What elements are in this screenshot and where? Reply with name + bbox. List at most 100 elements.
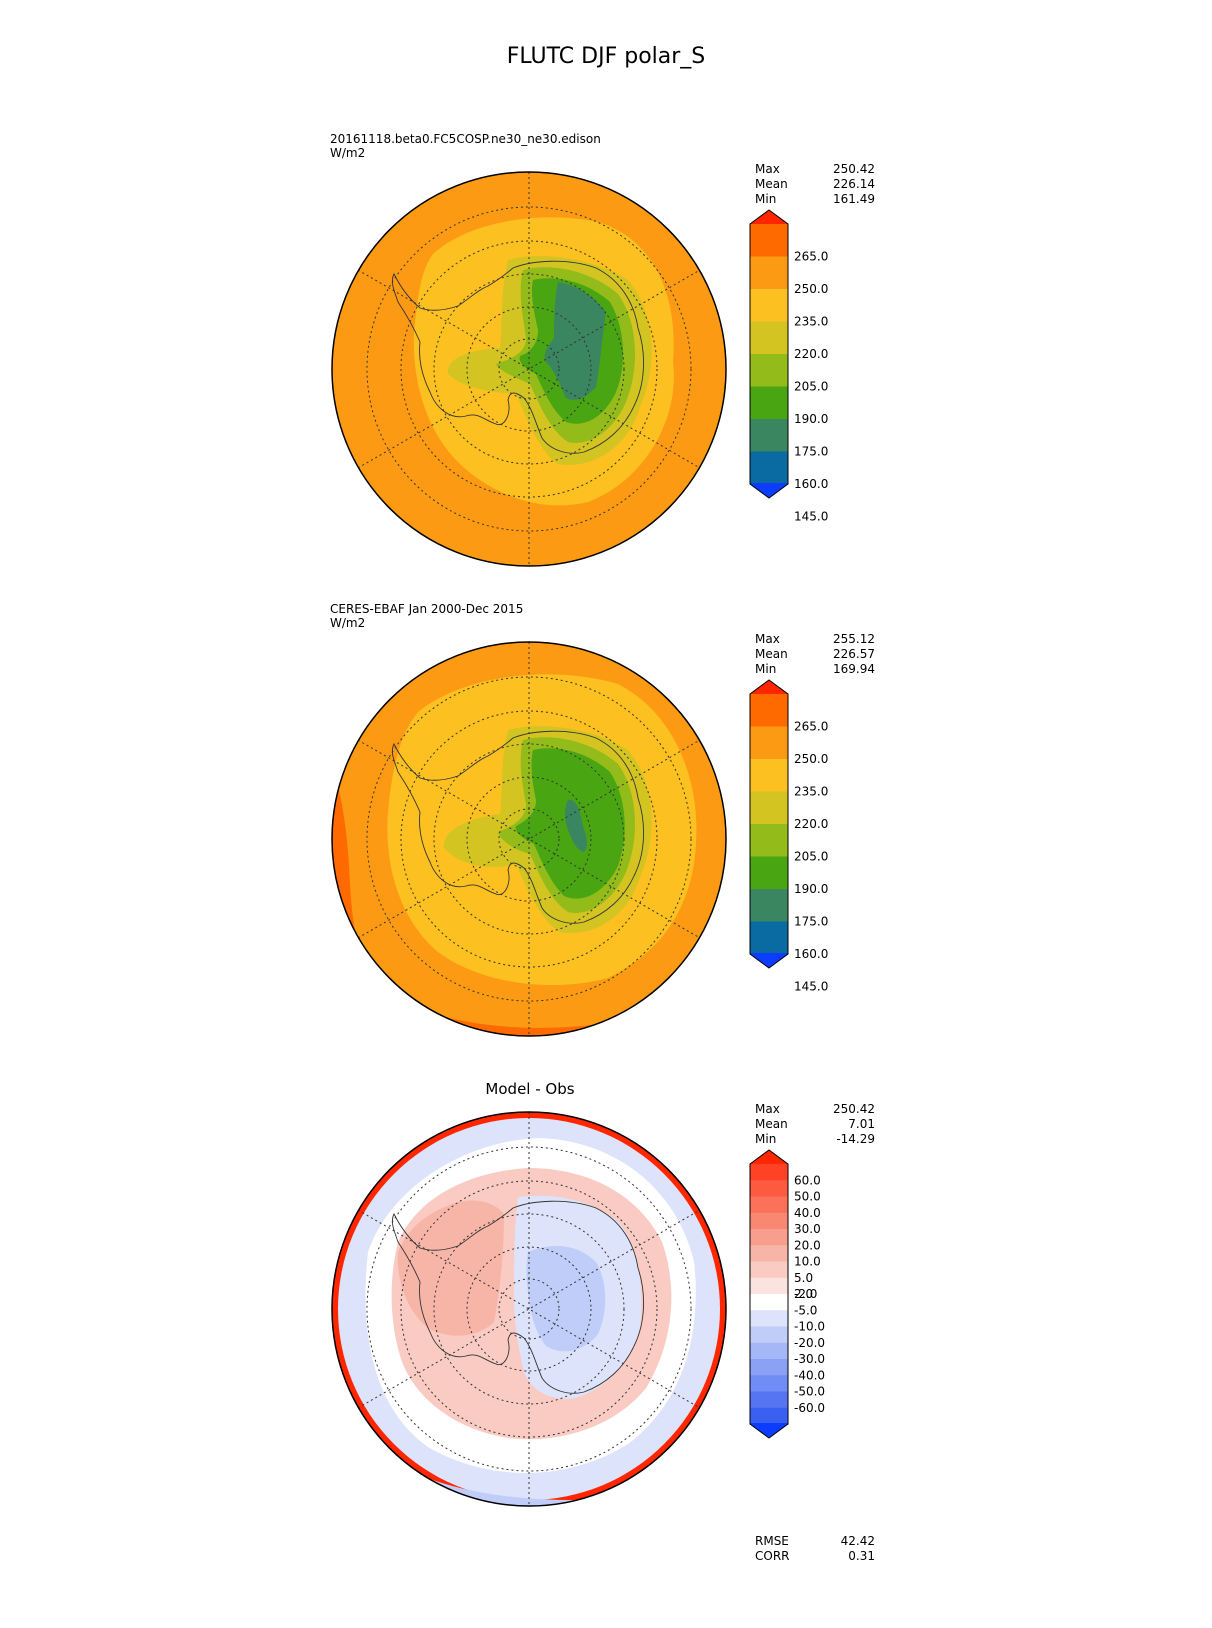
stat-label: Min <box>755 1132 777 1146</box>
map-boundary <box>331 171 727 567</box>
stat-label: Max <box>755 632 780 646</box>
polar-map-model <box>331 171 727 567</box>
colorbar-tick-label: 2.0 <box>794 1287 813 1301</box>
panel-model: 20161118.beta0.FC5COSP.ne30_ne30.edison … <box>0 128 1212 598</box>
colorbar-swatch <box>750 1196 788 1214</box>
panel-diff: Model - Obs Max 250.42 Mean 7.01 Min -14.29 <box>0 1080 1212 1580</box>
colorbar-outline <box>749 1149 789 1439</box>
colorbar-tick-label: -10.0 <box>794 1320 825 1334</box>
colorbar-tick-label: 220.0 <box>794 817 828 831</box>
colorbar-swatch <box>750 921 788 955</box>
colorbar-extend-min <box>750 953 788 968</box>
stat-label: Min <box>755 192 777 206</box>
panel-obs-title: CERES-EBAF Jan 2000-Dec 2015 <box>330 602 524 616</box>
stat-value: 226.14 <box>833 177 875 191</box>
panel-obs: CERES-EBAF Jan 2000-Dec 2015 W/m2 Max 255… <box>0 598 1212 1068</box>
colorbar-tick-label: 220.0 <box>794 347 828 361</box>
coastline <box>391 260 644 454</box>
colorbar-swatch <box>750 1407 788 1425</box>
graticule <box>357 172 701 566</box>
colorbar-swatch <box>750 1180 788 1198</box>
colorbar-swatch <box>750 1342 788 1360</box>
colorbar-swatch <box>750 451 788 485</box>
colorbar-extend-max <box>750 680 788 695</box>
colorbar-swatch <box>750 889 788 923</box>
colorbar-outline <box>749 209 789 499</box>
coastline <box>391 730 644 924</box>
colorbar-tick-label: 160.0 <box>794 477 828 491</box>
colorbar-swatch <box>750 1391 788 1409</box>
colorbar-swatch <box>750 1164 788 1181</box>
stat-label: Max <box>755 162 780 176</box>
colorbar-tick-label: 145.0 <box>794 510 828 524</box>
panel-model-stats: Max 250.42 Mean 226.14 Min 161.49 <box>755 162 875 207</box>
stat-value: 250.42 <box>833 1102 875 1116</box>
colorbar-swatch <box>750 1326 788 1344</box>
figure-title: FLUTC DJF polar_S <box>506 44 706 69</box>
panel-diff-title: Model - Obs <box>485 1080 575 1098</box>
polar-map-diff <box>331 1111 727 1507</box>
coastline <box>391 1200 644 1394</box>
colorbar-tick-label: 60.0 <box>794 1173 821 1187</box>
colorbar-swatch <box>750 419 788 453</box>
colorbar-tick-label: 20.0 <box>794 1238 821 1252</box>
colorbar-tick-label: 50.0 <box>794 1190 821 1204</box>
colorbar-extend-min <box>750 483 788 498</box>
stat-value: 7.01 <box>848 1117 875 1131</box>
colorbar-tick-label: 145.0 <box>794 980 828 994</box>
panel-obs-units: W/m2 <box>330 616 366 630</box>
colorbar-diff: 60.0 50.0 40.0 30.0 20.0 10.0 5.0 2.0-2.0 -5.0 -1… <box>749 1149 825 1439</box>
colorbar-tick-label: -30.0 <box>794 1352 825 1366</box>
colorbar-swatch <box>750 1310 788 1328</box>
panel-diff-metrics: RMSE 42.42 CORR 0.31 <box>755 1534 875 1564</box>
colorbar-tick-label: -20.0 <box>794 1336 825 1350</box>
colorbar-swatch <box>750 386 788 420</box>
stat-value: 169.94 <box>833 662 875 676</box>
colorbar-swatch <box>750 1359 788 1376</box>
colorbar-tick-label: 5.0 <box>794 1271 813 1285</box>
colorbar-swatch <box>750 1277 788 1295</box>
stat-label: Max <box>755 1102 780 1116</box>
colorbar-tick-label: -60.0 <box>794 1401 825 1415</box>
colorbar-tick-label: 30.0 <box>794 1222 821 1236</box>
colorbar-swatch <box>750 791 788 825</box>
colorbar-swatch <box>750 824 788 858</box>
colorbar-swatch <box>750 224 788 258</box>
colorbar-tick-label: 205.0 <box>794 380 828 394</box>
colorbar-swatch <box>750 1261 788 1279</box>
stat-label: Mean <box>755 1117 788 1131</box>
panel-model-units: W/m2 <box>330 146 366 160</box>
stat-value: 226.57 <box>833 647 875 661</box>
field-band-10 <box>397 1200 504 1336</box>
colorbar-extend-max <box>750 210 788 225</box>
graticule <box>357 1112 701 1506</box>
field-band-neg10 <box>526 1246 606 1352</box>
metric-label: RMSE <box>755 1534 789 1548</box>
colorbar-outline <box>749 679 789 969</box>
colorbar-tick-label: -2.0 <box>794 1287 817 1301</box>
colorbar-tick-label: 40.0 <box>794 1206 821 1220</box>
polar-map-obs <box>331 641 727 1037</box>
colorbar-tick-label: 235.0 <box>794 785 828 799</box>
map-boundary <box>331 641 727 1037</box>
colorbar-tick-label: 250.0 <box>794 282 828 296</box>
colorbar-tick-label: 160.0 <box>794 947 828 961</box>
colorbar-tick-label: 175.0 <box>794 445 828 459</box>
metric-value: 42.42 <box>840 1534 875 1548</box>
colorbar-obs: 265.0 250.0 235.0 220.0 205.0 190.0 175.0 160.0… <box>749 679 828 994</box>
colorbar-swatch <box>750 694 788 728</box>
colorbar-swatch <box>750 1375 788 1393</box>
colorbar-tick-label: 10.0 <box>794 1255 821 1269</box>
graticule <box>357 642 701 1036</box>
map-boundary <box>331 1111 727 1507</box>
colorbar-swatch <box>750 726 788 760</box>
colorbar-swatch <box>750 1229 788 1246</box>
panel-diff-stats: Max 250.42 Mean 7.01 Min -14.29 <box>755 1102 875 1147</box>
colorbar-tick-label: -40.0 <box>794 1368 825 1382</box>
colorbar-swatch <box>750 289 788 323</box>
stat-label: Mean <box>755 177 788 191</box>
colorbar-extend-min <box>750 1423 788 1438</box>
colorbar-swatch <box>750 1294 788 1311</box>
stat-value: 250.42 <box>833 162 875 176</box>
colorbar-tick-label: 235.0 <box>794 315 828 329</box>
